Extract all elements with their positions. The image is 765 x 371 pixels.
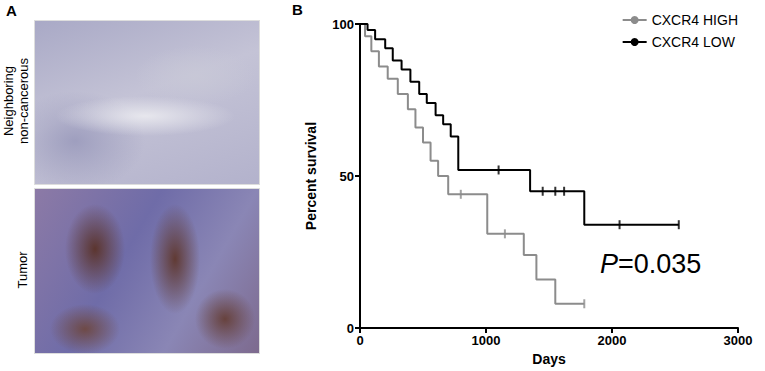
- svg-text:P: P: [600, 249, 618, 279]
- svg-text:100: 100: [332, 17, 354, 32]
- html-text:Tumor: Tumor: [14, 251, 30, 289]
- svg-text:Percent survival: Percent survival: [303, 122, 319, 230]
- svg-text:CXCR4 HIGH: CXCR4 HIGH: [652, 12, 738, 28]
- svg-text:B: B: [292, 1, 303, 18]
- svg-text:2000: 2000: [598, 333, 627, 348]
- html-text:A: A: [6, 2, 17, 19]
- svg-text:Days: Days: [532, 351, 566, 367]
- html-text:Neighboring: Neighboring: [1, 66, 16, 137]
- svg-text:0: 0: [356, 333, 363, 348]
- svg-text:50: 50: [340, 169, 354, 184]
- svg-text:1000: 1000: [472, 333, 501, 348]
- svg-text:0: 0: [347, 321, 354, 336]
- svg-text:3000: 3000: [724, 333, 753, 348]
- html-text:non-cancerous: non-cancerous: [16, 58, 31, 144]
- svg-text:=0.035: =0.035: [618, 249, 701, 279]
- svg-text:CXCR4 LOW: CXCR4 LOW: [652, 34, 736, 50]
